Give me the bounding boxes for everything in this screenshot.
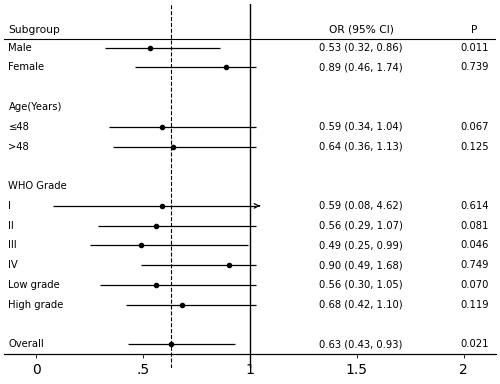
Text: 0.49 (0.25, 0.99): 0.49 (0.25, 0.99) — [320, 240, 403, 250]
Text: 0.63 (0.43, 0.93): 0.63 (0.43, 0.93) — [320, 339, 403, 349]
Text: Female: Female — [8, 63, 44, 73]
Text: 0.067: 0.067 — [460, 122, 488, 132]
Text: 0.59 (0.34, 1.04): 0.59 (0.34, 1.04) — [320, 122, 403, 132]
Text: 0.021: 0.021 — [460, 339, 488, 349]
Text: 0.56 (0.30, 1.05): 0.56 (0.30, 1.05) — [320, 280, 403, 290]
Text: 0.89 (0.46, 1.74): 0.89 (0.46, 1.74) — [320, 63, 403, 73]
Text: 0.119: 0.119 — [460, 300, 489, 310]
Text: Age(Years): Age(Years) — [8, 102, 62, 112]
Text: WHO Grade: WHO Grade — [8, 181, 67, 191]
Text: II: II — [8, 221, 14, 231]
Text: 0.125: 0.125 — [460, 142, 489, 152]
Text: 0.614: 0.614 — [460, 201, 488, 211]
Text: >48: >48 — [8, 142, 29, 152]
Text: 0.749: 0.749 — [460, 260, 488, 270]
Text: P: P — [472, 25, 478, 35]
Text: 0.59 (0.08, 4.62): 0.59 (0.08, 4.62) — [320, 201, 403, 211]
Text: 0.56 (0.29, 1.07): 0.56 (0.29, 1.07) — [319, 221, 403, 231]
Text: High grade: High grade — [8, 300, 64, 310]
Text: Subgroup: Subgroup — [8, 25, 60, 35]
Text: OR (95% CI): OR (95% CI) — [328, 25, 394, 35]
Text: 0.739: 0.739 — [460, 63, 488, 73]
Text: III: III — [8, 240, 17, 250]
Text: Low grade: Low grade — [8, 280, 60, 290]
Text: Male: Male — [8, 43, 32, 53]
Text: 0.53 (0.32, 0.86): 0.53 (0.32, 0.86) — [320, 43, 403, 53]
Text: 0.046: 0.046 — [460, 240, 488, 250]
Text: 0.68 (0.42, 1.10): 0.68 (0.42, 1.10) — [320, 300, 403, 310]
Text: 0.081: 0.081 — [460, 221, 488, 231]
Text: 0.011: 0.011 — [460, 43, 488, 53]
Text: IV: IV — [8, 260, 18, 270]
Text: 0.070: 0.070 — [460, 280, 488, 290]
Text: 0.90 (0.49, 1.68): 0.90 (0.49, 1.68) — [320, 260, 403, 270]
Text: I: I — [8, 201, 12, 211]
Text: Overall: Overall — [8, 339, 44, 349]
Text: ≤48: ≤48 — [8, 122, 29, 132]
Text: 0.64 (0.36, 1.13): 0.64 (0.36, 1.13) — [320, 142, 403, 152]
